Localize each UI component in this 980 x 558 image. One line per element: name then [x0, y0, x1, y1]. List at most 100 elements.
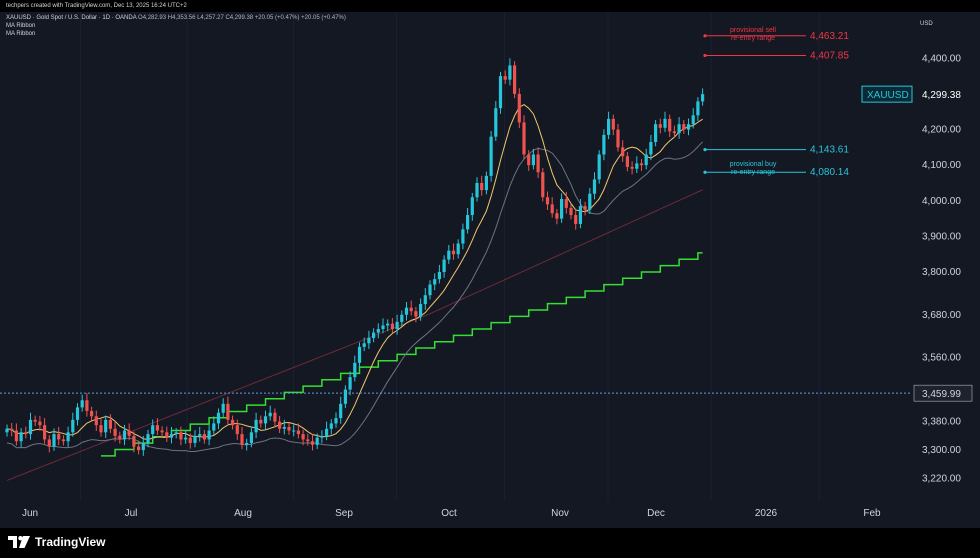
candle-body	[292, 430, 296, 432]
chart-area[interactable]	[0, 12, 980, 528]
candle-body	[33, 419, 37, 422]
candle-body	[339, 403, 343, 419]
candle-body	[137, 446, 141, 451]
candle-body	[480, 182, 484, 191]
candle-body	[94, 416, 98, 426]
candle-body	[306, 439, 310, 442]
candle-body	[564, 199, 568, 208]
candle-body	[226, 403, 230, 420]
candle-body	[367, 337, 371, 344]
candle-body	[686, 124, 691, 130]
candle-body	[588, 193, 592, 210]
candle-body	[334, 418, 338, 424]
candle-body	[625, 156, 629, 167]
sell-range-value: 4,407.85	[810, 51, 849, 62]
symbol-title[interactable]: XAUUSD · Gold Spot / U.S. Dollar · 1D · …	[6, 15, 137, 21]
candle-body	[560, 199, 564, 219]
chart-legend: XAUUSD · Gold Spot / U.S. Dollar · 1D · …	[6, 14, 346, 38]
candle-body	[10, 428, 14, 431]
candle-body	[550, 204, 554, 214]
candle-body	[635, 163, 639, 169]
candle-body	[231, 419, 235, 426]
buy-range-value: 4,080.14	[810, 167, 849, 178]
candle-body	[198, 434, 202, 436]
candle-body	[212, 423, 216, 431]
price-axis-tick-label: 3,300.00	[922, 445, 961, 456]
candle-body	[672, 131, 676, 134]
candle-body	[583, 206, 587, 210]
candle-body	[536, 154, 540, 173]
candle-body	[287, 426, 291, 431]
candle-body	[461, 229, 465, 244]
currency-label[interactable]: USD	[920, 21, 933, 27]
candle-body	[263, 416, 268, 424]
candle-body	[14, 430, 18, 442]
candle-body	[151, 425, 155, 435]
candle-body	[475, 182, 479, 198]
time-axis-label: Oct	[441, 508, 457, 519]
candle-body	[376, 329, 380, 333]
tradingview-logo: TradingView	[8, 535, 105, 549]
candle-body	[184, 437, 188, 440]
reference-price-label: 3,459.99	[922, 389, 961, 400]
candle-body	[470, 197, 474, 216]
time-axis-label: Dec	[647, 508, 665, 519]
candle-body	[489, 136, 493, 176]
candle-body	[179, 432, 183, 440]
candle-body	[202, 434, 206, 440]
candle-body	[404, 307, 409, 315]
candle-body	[442, 259, 446, 273]
candle-body	[301, 434, 305, 440]
candle-body	[578, 206, 582, 224]
candle-body	[216, 412, 221, 424]
candle-body	[357, 346, 362, 363]
sell-annotation-line1: provisional sell	[730, 27, 776, 34]
indicator-ma-ribbon-2[interactable]: MA Ribbon	[6, 31, 36, 37]
symbol-price-tag[interactable]	[861, 85, 913, 103]
indicator-ma-ribbon-1[interactable]: MA Ribbon	[6, 23, 36, 29]
candle-body	[395, 321, 399, 330]
candle-body	[155, 425, 159, 431]
candle-body	[141, 443, 145, 451]
candle-body	[644, 154, 648, 166]
candle-body	[513, 65, 517, 94]
time-axis-label: Feb	[863, 508, 881, 519]
candle-body	[503, 76, 507, 80]
candle-body	[531, 154, 535, 166]
candle-body	[466, 215, 470, 230]
creator-credit: techpers created with TradingView.com, D…	[6, 3, 187, 9]
time-axis-label: Aug	[234, 508, 252, 519]
candle-body	[57, 434, 61, 440]
candle-body	[428, 284, 432, 296]
candle-body	[386, 323, 390, 326]
candle-body	[24, 432, 28, 435]
candle-body	[343, 389, 347, 404]
candle-body	[315, 437, 319, 445]
candle-body	[414, 311, 418, 317]
price-axis-tick-label: 4,200.00	[922, 125, 961, 136]
candle-body	[90, 410, 94, 417]
time-axis-label: Jun	[22, 508, 38, 519]
candle-body	[146, 434, 150, 444]
candle-body	[630, 166, 634, 169]
candle-body	[508, 65, 512, 80]
candle-body	[296, 430, 300, 435]
candle-body	[691, 115, 695, 125]
candle-body	[419, 304, 423, 317]
price-axis-tick-label: 3,220.00	[922, 474, 961, 485]
price-axis-tick-label: 3,800.00	[922, 267, 961, 278]
candle-body	[61, 439, 65, 442]
price-axis-tick-label: 4,400.00	[922, 53, 961, 64]
top-credit-bar: techpers created with TradingView.com, D…	[0, 0, 980, 12]
candle-body	[522, 122, 526, 155]
candle-body	[122, 430, 127, 440]
ma-fast-line	[6, 104, 703, 440]
candle-body	[165, 432, 169, 438]
candle-body	[174, 432, 178, 435]
candle-body	[649, 142, 653, 155]
candle-body	[108, 419, 112, 429]
staircase-support-line	[101, 252, 703, 457]
candle-body	[273, 412, 277, 422]
reference-price-tag[interactable]	[913, 384, 973, 402]
